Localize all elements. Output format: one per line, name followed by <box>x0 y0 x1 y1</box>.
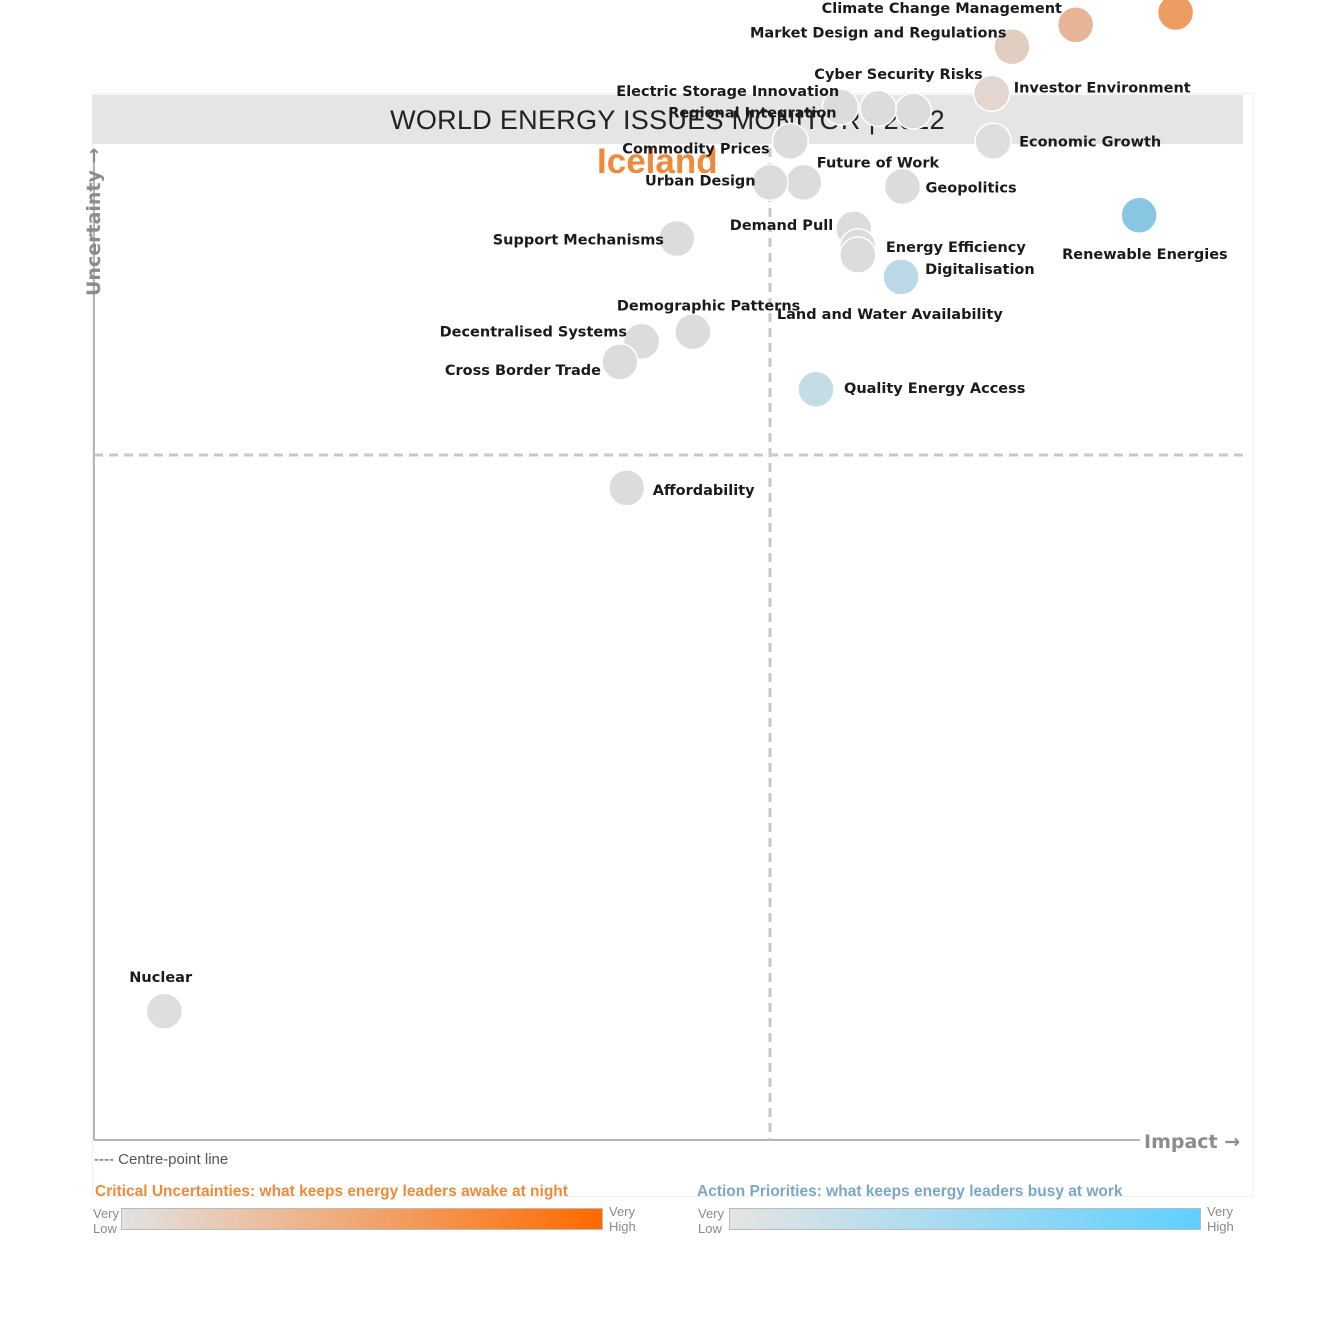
point-quality-energy-access <box>797 370 835 408</box>
chart-frame <box>92 93 1254 1197</box>
point-label-future-of-work: Future of Work <box>817 155 940 171</box>
point-demographic-patterns <box>674 312 712 351</box>
point-label-urban-design: Urban Design <box>645 173 756 189</box>
point-market-design-and-regulations <box>993 27 1031 66</box>
labels-layer: Innovative TransportHydrogenClimate Chan… <box>129 1 1228 986</box>
point-hydrogen <box>1156 0 1195 32</box>
uncertainty-low-top: Very <box>93 1206 120 1221</box>
point-label-economic-growth: Economic Growth <box>1019 134 1161 150</box>
uncertainty-legend-title: Critical Uncertainties: what keeps energ… <box>95 1183 568 1200</box>
uncertainty-gradient-bar <box>121 1208 603 1230</box>
point-label-electric-storage-innovation: Electric Storage Innovation <box>616 84 839 100</box>
centre-point-note: ---- Centre-point line <box>94 1151 229 1168</box>
point-label-market-design-and-regulations: Market Design and Regulations <box>750 26 1006 42</box>
point-label-cyber-security-risks: Cyber Security Risks <box>814 67 982 83</box>
point-label-energy-efficiency: Energy Efficiency <box>886 240 1026 256</box>
point-digitalisation <box>882 258 920 296</box>
point-label-climate-change-management: Climate Change Management <box>822 1 1062 17</box>
point-investor-environment <box>972 74 1011 113</box>
point-label-land-and-water-availability: Land and Water Availability <box>777 307 1003 323</box>
point-label-affordability: Affordability <box>653 483 755 499</box>
point-cross-border-trade <box>601 343 639 381</box>
uncertainty-high-bottom: High <box>609 1219 636 1234</box>
point-support-mechanisms <box>657 219 696 258</box>
uncertainty-legend-low: Very Low <box>93 1206 119 1236</box>
point-label-digitalisation: Digitalisation <box>925 262 1035 278</box>
axes: Impact → Uncertainty → <box>83 148 1243 1153</box>
priority-high-top: Very <box>1207 1204 1234 1219</box>
point-label-demand-pull: Demand Pull <box>730 218 833 234</box>
priority-legend-high: Very High <box>1207 1204 1234 1234</box>
point-label-renewable-energies: Renewable Energies <box>1062 247 1228 263</box>
point-land-and-water-availability <box>839 236 877 274</box>
point-label-commodity-prices: Commodity Prices <box>622 141 769 157</box>
point-climate-change-management <box>1056 6 1095 44</box>
point-urban-design <box>751 163 789 202</box>
priority-gradient-bar <box>729 1208 1201 1230</box>
point-label-demographic-patterns: Demographic Patterns <box>617 299 800 315</box>
point-economic-growth <box>974 122 1012 161</box>
priority-low-bottom: Low <box>698 1221 722 1236</box>
priority-high-bottom: High <box>1207 1219 1234 1234</box>
uncertainty-legend-high: Very High <box>609 1204 636 1234</box>
point-electric-storage-innovation <box>821 88 860 126</box>
point-label-nuclear: Nuclear <box>129 970 193 986</box>
point-cyber-security-risks <box>894 92 933 130</box>
point-label-cross-border-trade: Cross Border Trade <box>445 363 601 379</box>
x-axis-label: Impact → <box>1144 1131 1240 1153</box>
point-label-regional-integration: Regional Integration <box>668 105 836 121</box>
priority-low-top: Very <box>698 1206 725 1221</box>
uncertainty-high-top: Very <box>609 1204 636 1219</box>
point-label-support-mechanisms: Support Mechanisms <box>493 233 664 249</box>
point-label-quality-energy-access: Quality Energy Access <box>844 381 1025 397</box>
y-axis-label: Uncertainty → <box>83 148 105 296</box>
point-geopolitics <box>883 167 922 206</box>
point-label-investor-environment: Investor Environment <box>1014 80 1191 96</box>
point-commodity-prices <box>771 122 810 161</box>
priority-legend-title: Action Priorities: what keeps energy lea… <box>697 1183 1123 1200</box>
point-label-decentralised-systems: Decentralised Systems <box>440 324 627 340</box>
points-layer <box>145 0 1195 1030</box>
point-nuclear <box>145 992 184 1030</box>
priority-legend-low: Very Low <box>698 1206 724 1236</box>
point-affordability <box>607 469 646 507</box>
country-title: Iceland <box>597 142 718 181</box>
chart-title: WORLD ENERGY ISSUES MONITOR | 2022 <box>92 95 1243 144</box>
uncertainty-low-bottom: Low <box>93 1221 117 1236</box>
point-label-geopolitics: Geopolitics <box>926 181 1017 197</box>
point-renewable-energies <box>1120 196 1158 234</box>
point-regional-integration <box>859 89 897 128</box>
